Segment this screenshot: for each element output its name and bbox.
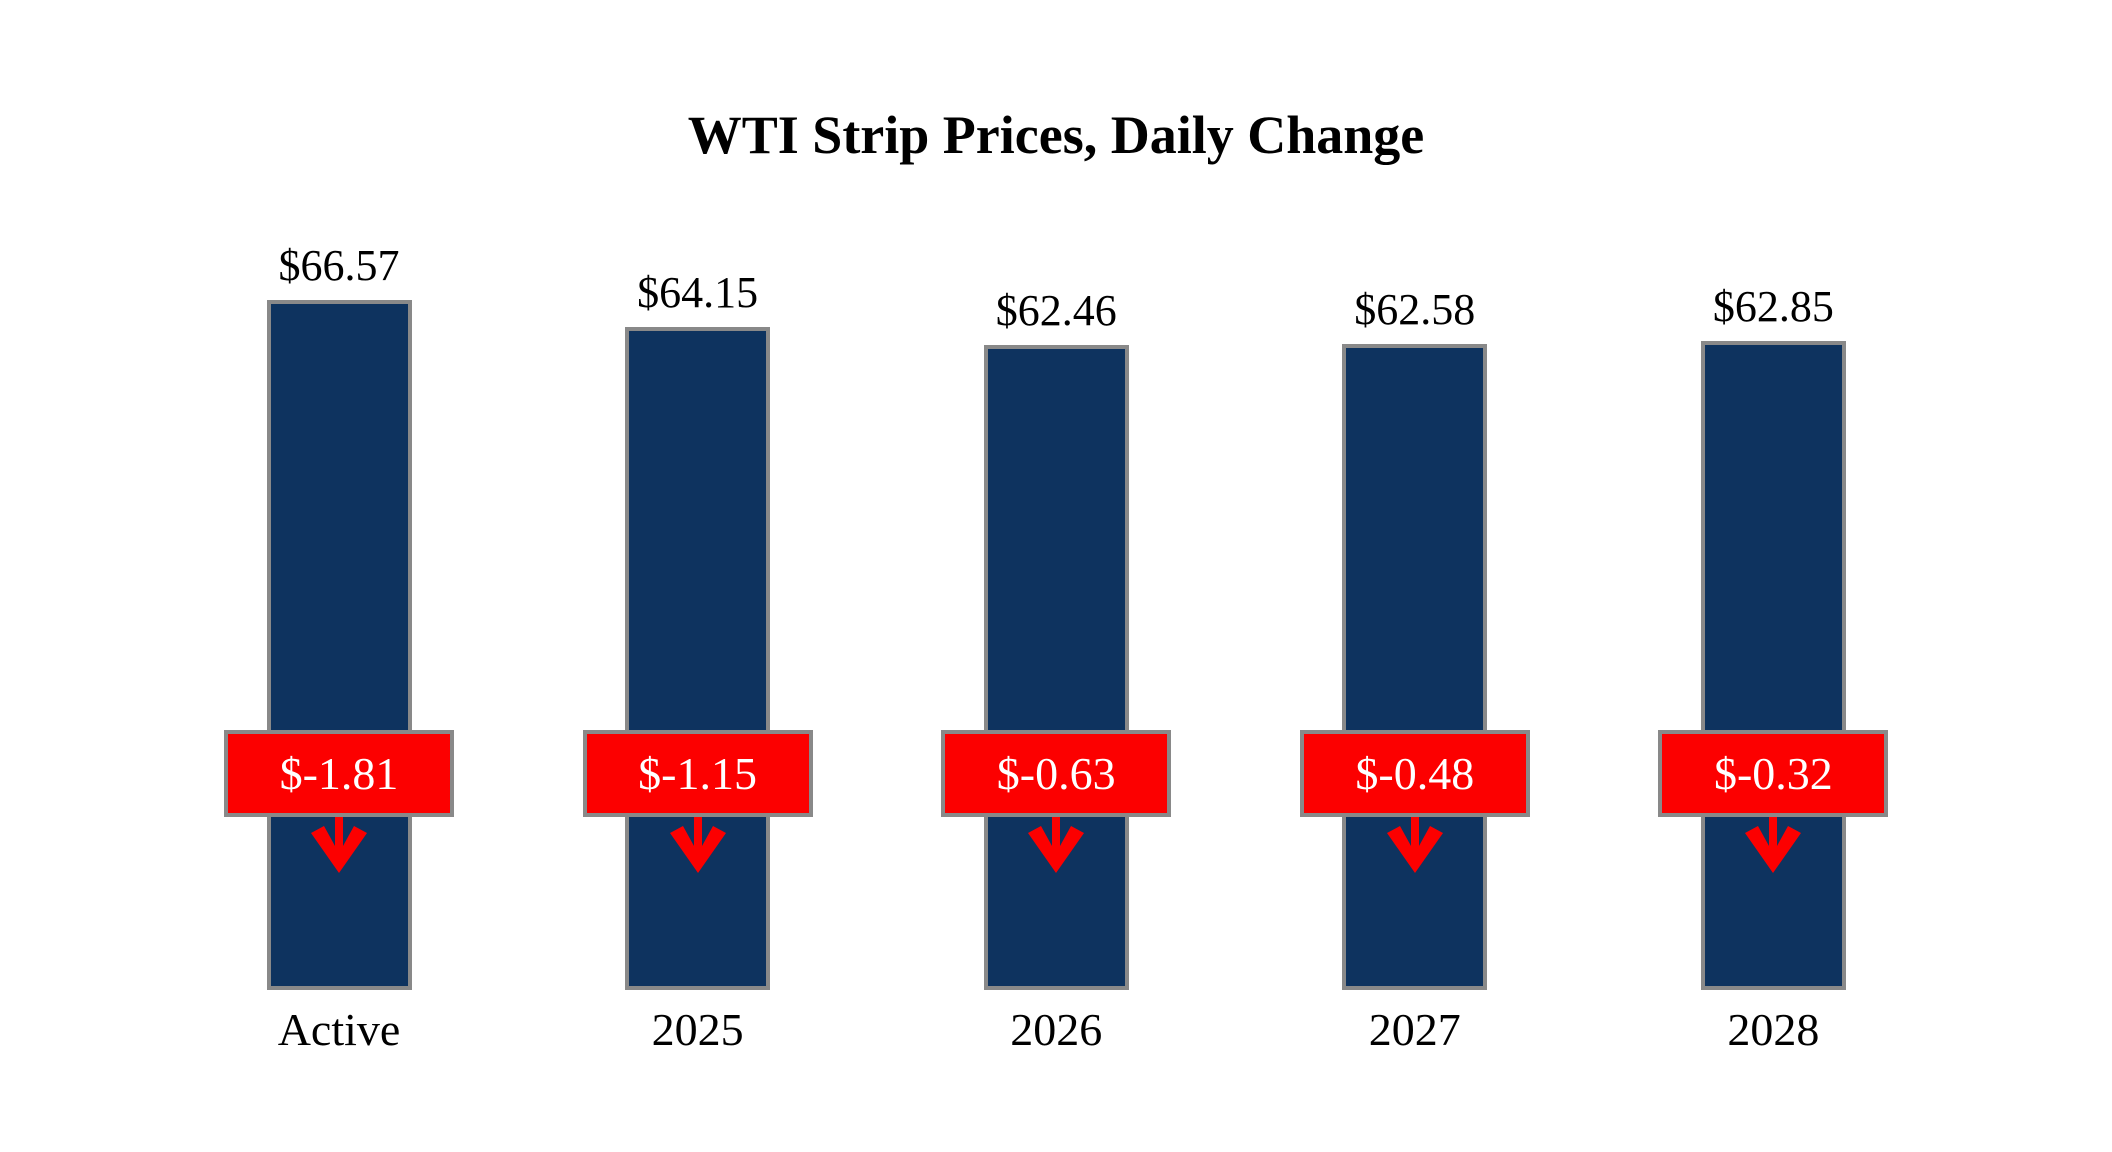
- category-label: 2027: [1368, 1004, 1461, 1055]
- down-arrow-icon: [669, 817, 726, 873]
- bar: [1700, 340, 1846, 990]
- change-label: $-1.81: [279, 748, 399, 799]
- change-badge: $-0.32: [1658, 730, 1889, 817]
- down-arrow-icon: [1745, 817, 1802, 873]
- price-label: $66.57: [278, 241, 400, 291]
- change-label: $-0.48: [1355, 748, 1475, 799]
- price-label: $62.58: [1354, 284, 1476, 334]
- category-label: 2026: [1010, 1004, 1103, 1055]
- bar: [266, 300, 412, 990]
- bar: [1342, 343, 1488, 990]
- down-arrow-icon: [311, 817, 367, 873]
- change-label: $-0.32: [1713, 748, 1833, 799]
- down-arrow-icon: [1028, 817, 1085, 873]
- change-badge: $-1.15: [582, 730, 813, 817]
- bar: [983, 345, 1129, 990]
- category-label: 2028: [1727, 1004, 1820, 1055]
- change-badge: $-0.63: [941, 730, 1172, 817]
- bar: [625, 326, 771, 990]
- price-label: $64.15: [637, 267, 759, 317]
- down-arrow-icon: [1386, 817, 1443, 873]
- change-badge: $-0.48: [1299, 730, 1530, 817]
- category-label: Active: [277, 1004, 401, 1055]
- change-label: $-0.63: [996, 748, 1116, 799]
- price-label: $62.85: [1712, 281, 1834, 331]
- change-label: $-1.15: [638, 748, 757, 799]
- price-label: $62.46: [995, 286, 1117, 336]
- chart-title: WTI Strip Prices, Daily Change: [687, 105, 1425, 165]
- category-label: 2025: [651, 1004, 744, 1055]
- change-badge: $-1.81: [224, 730, 454, 817]
